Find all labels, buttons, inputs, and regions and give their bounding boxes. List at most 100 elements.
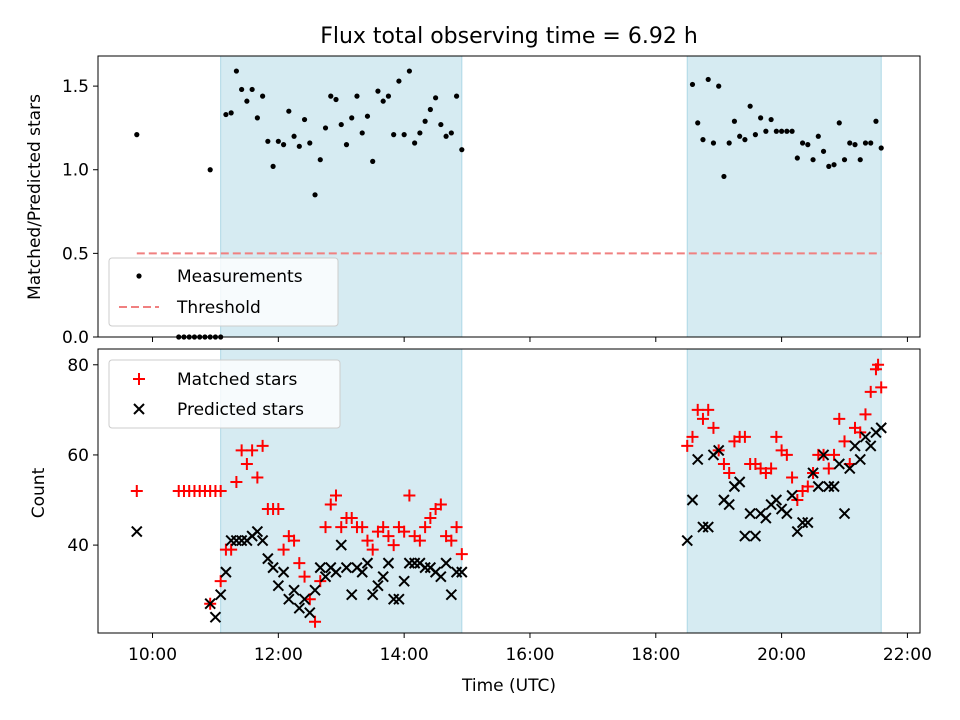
predicted-star-point	[456, 566, 468, 578]
x-tick-label: 18:00	[631, 645, 680, 665]
predicted-star-point	[817, 449, 830, 461]
measurement-point	[207, 167, 213, 173]
measurement-point	[710, 140, 717, 146]
measurement-point	[343, 142, 350, 148]
x-tick-label: 16:00	[505, 645, 554, 665]
matched-star-point	[717, 457, 730, 470]
predicted-star-point	[309, 584, 321, 596]
legend-threshold-label: Threshold	[176, 298, 261, 318]
matched-star-point	[780, 448, 793, 461]
matched-star-point	[413, 534, 426, 547]
x-tick-label: 20:00	[757, 645, 806, 665]
measurement-point	[810, 157, 816, 163]
top-shaded-interval	[687, 56, 882, 337]
measurement-point	[737, 133, 743, 139]
matched-star-point	[786, 471, 799, 484]
legend-measurements-label: Measurements	[177, 267, 303, 287]
bottom-shaded-interval	[687, 349, 882, 633]
matched-star-point	[864, 385, 877, 398]
measurement-point	[412, 140, 418, 146]
predicted-star-point	[204, 597, 216, 610]
predicted-star-point	[712, 444, 725, 457]
matched-star-point	[424, 512, 437, 525]
measurement-point	[459, 147, 465, 153]
measurement-point	[380, 98, 386, 104]
measurement-point	[385, 93, 392, 99]
predicted-star-point	[838, 507, 851, 520]
measurement-point	[349, 115, 355, 121]
measurement-point	[286, 108, 292, 114]
matched-star-point	[801, 480, 814, 493]
predicted-star-point	[403, 557, 416, 569]
matched-star-point	[859, 408, 872, 421]
measurement-point	[307, 140, 313, 146]
matched-star-point	[356, 521, 369, 534]
predicted-star-point	[272, 579, 285, 592]
measurement-point	[296, 143, 302, 149]
measurement-point	[228, 110, 234, 116]
matched-star-point	[828, 448, 841, 461]
measurement-point	[695, 120, 701, 126]
predicted-star-point	[739, 530, 751, 542]
predicted-star-point	[833, 458, 845, 470]
matched-star-point	[419, 521, 432, 534]
legend-predicted-marker	[133, 403, 145, 415]
legend-matched-marker	[133, 373, 145, 385]
predicted-star-point	[356, 566, 368, 578]
predicted-star-point	[744, 507, 756, 520]
matched-star-point	[691, 403, 704, 416]
predicted-star-point	[251, 525, 264, 538]
predicted-star-point	[733, 476, 746, 488]
measurement-point	[878, 145, 884, 151]
measurement-point	[233, 68, 239, 74]
matched-star-point	[738, 430, 751, 443]
predicted-star-point	[781, 507, 793, 520]
matched-star-point	[434, 498, 447, 511]
measurement-point	[862, 140, 869, 146]
measurement-point	[291, 133, 297, 139]
measurement-point	[134, 132, 140, 138]
measurement-point	[752, 132, 758, 138]
top-y-tick-label: 1.5	[62, 77, 89, 97]
predicted-star-point	[440, 557, 452, 569]
bottom-y-tick-label: 80	[67, 356, 89, 376]
matched-star-point	[377, 521, 390, 534]
measurement-point	[841, 157, 848, 163]
legend-predicted-label: Predicted stars	[177, 400, 304, 420]
predicted-star-point	[256, 534, 269, 547]
matched-star-point	[387, 539, 400, 552]
measurement-point	[453, 93, 460, 99]
predicted-star-point	[865, 440, 877, 452]
predicted-star-point	[377, 570, 389, 583]
matched-star-point	[246, 444, 259, 457]
measurement-point	[705, 76, 711, 83]
measurement-point	[721, 173, 727, 180]
bottom-panel: 40 60 80 10:00 12:00 14:00 16:00 18:00 20:00 22:0…	[67, 348, 932, 665]
matched-star-point	[403, 489, 416, 502]
measurement-point	[689, 81, 696, 88]
measurement-point	[317, 157, 323, 163]
predicted-star-point	[828, 480, 840, 493]
predicted-star-point	[330, 566, 342, 578]
matched-star-point	[272, 503, 285, 516]
bottom-y-tick-label: 40	[67, 536, 89, 556]
matched-star-point	[686, 430, 699, 443]
measurement-point	[448, 130, 454, 136]
measurement-point	[275, 138, 281, 144]
predicted-star-point	[702, 521, 714, 533]
matched-star-point	[256, 439, 269, 452]
matched-star-point	[455, 548, 468, 561]
measurement-point	[443, 133, 449, 139]
predicted-star-point	[697, 521, 709, 533]
bottom-legend: Matched stars Predicted stars	[108, 359, 341, 429]
matched-star-point	[707, 421, 720, 434]
predicted-star-point	[686, 494, 699, 506]
measurement-point	[301, 116, 308, 123]
measurement-point	[265, 138, 271, 144]
measurement-point	[375, 88, 381, 94]
measurement-point	[239, 86, 245, 93]
predicted-star-point	[361, 557, 374, 569]
matched-star-point	[324, 498, 337, 511]
measurement-point	[852, 142, 858, 148]
